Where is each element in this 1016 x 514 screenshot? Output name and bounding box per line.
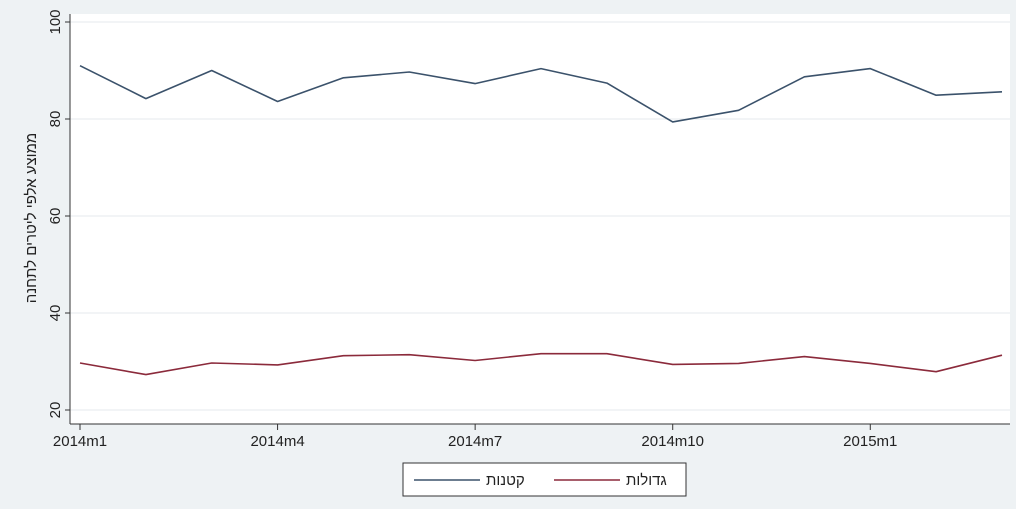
- series-0-point-2015m1: [869, 67, 871, 69]
- y-axis-label: ממוצע אלפי ליטרים לתחנה: [23, 133, 40, 303]
- series-0-point-2014m8: [540, 67, 542, 69]
- legend-label-series-0: קטנות: [486, 472, 525, 489]
- x-tick-label-2014m4: 2014m4: [250, 433, 304, 450]
- series-1-point-2014m10: [672, 363, 674, 365]
- series-0-point-2014m6: [408, 71, 410, 73]
- series-layer: [79, 64, 1003, 376]
- series-1-point-2015m1: [869, 362, 871, 364]
- y-tick-label-80: 80: [47, 111, 64, 128]
- x-tick-label-2014m1: 2014m1: [53, 433, 107, 450]
- series-1-point-2014m11: [737, 362, 739, 364]
- y-tick-label-60: 60: [47, 208, 64, 225]
- series-1-point-2014m1: [79, 362, 81, 364]
- x-tick-label-2015m1: 2015m1: [843, 433, 897, 450]
- axis-layer: 20 40 60 80 100 2014m1 2014m4 2014m7 2014m10 2015…: [47, 9, 1010, 450]
- legend-label-series-1: גדולות: [626, 472, 667, 489]
- series-0-point-2014m5: [342, 77, 344, 79]
- y-tick-label-20: 20: [47, 402, 64, 419]
- y-tick-label-100: 100: [47, 9, 64, 34]
- grid-layer: [70, 21, 1010, 411]
- x-tick-label-2014m7: 2014m7: [448, 433, 502, 450]
- series-1-point-2014m6: [408, 354, 410, 356]
- series-0-point-2015m2: [935, 94, 937, 96]
- series-1-point-2015m3: [1001, 354, 1003, 356]
- series-1-point-2014m3: [211, 362, 213, 364]
- series-0-point-2014m4: [276, 100, 278, 102]
- y-tick-label-40: 40: [47, 305, 64, 322]
- series-line-0: [79, 64, 1003, 123]
- series-0-point-2014m11: [737, 109, 739, 111]
- series-1-point-2014m7: [474, 359, 476, 361]
- series-1-point-2014m4: [276, 364, 278, 366]
- plot-area: [70, 14, 1010, 424]
- series-0-point-2014m9: [606, 82, 608, 84]
- series-0-point-2014m7: [474, 82, 476, 84]
- series-line-1: [79, 352, 1003, 376]
- series-0-point-2014m1: [79, 64, 81, 66]
- x-tick-label-2014m10: 2014m10: [641, 433, 704, 450]
- series-0-point-2015m3: [1001, 91, 1003, 93]
- series-1-point-2014m2: [145, 373, 147, 375]
- series-1-point-2014m12: [803, 355, 805, 357]
- series-0-point-2014m10: [672, 121, 674, 123]
- legend: קטנות גדולות: [402, 462, 687, 497]
- series-1-point-2014m8: [540, 353, 542, 355]
- series-1-point-2015m2: [935, 370, 937, 372]
- series-0-point-2014m3: [211, 69, 213, 71]
- series-0-point-2014m12: [803, 76, 805, 78]
- series-1-point-2014m5: [342, 354, 344, 356]
- series-0-point-2014m2: [145, 97, 147, 99]
- series-1-point-2014m9: [606, 353, 608, 355]
